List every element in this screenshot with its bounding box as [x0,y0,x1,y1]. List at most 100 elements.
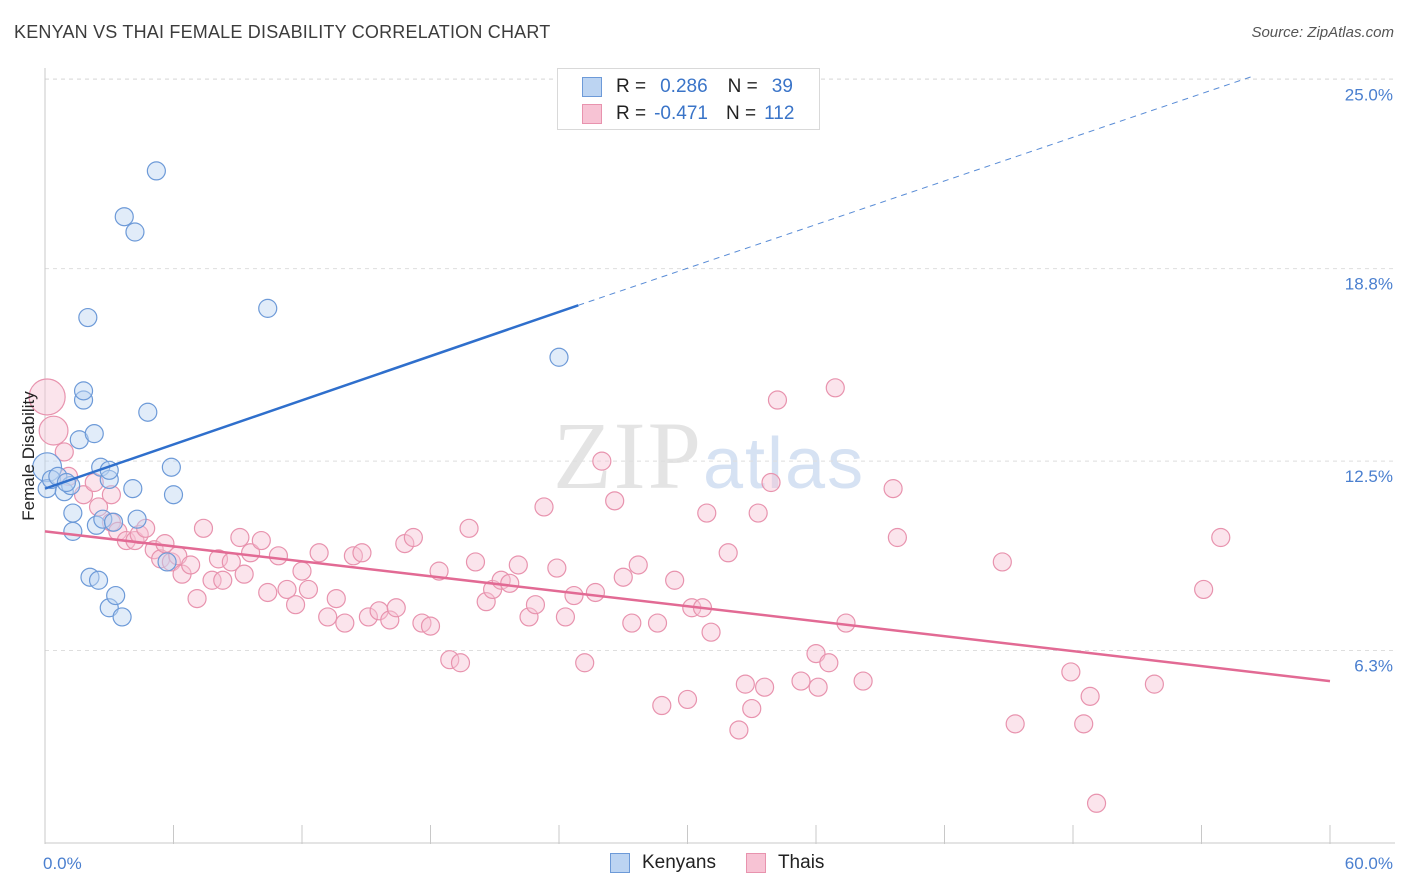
thai-point [652,695,672,716]
n-value: 112 [764,103,795,124]
thai-swatch [582,104,602,124]
thai-point [277,579,297,600]
axes [44,68,1395,844]
thai-point [665,570,685,590]
thai-point [791,671,811,691]
thai-point [887,527,907,548]
kenyan-legend-swatch [610,853,630,873]
kenyan-point [112,607,132,627]
thai-point [613,567,633,587]
legend-item-kenyans: Kenyans [610,852,716,874]
kenyan-point [163,485,184,505]
thai-point [992,552,1012,572]
kenyan-point [258,298,278,318]
thai-point [268,546,289,566]
thai-point [1061,662,1081,682]
kenyan-point [88,570,109,590]
kenyan-points [32,161,569,627]
thai-point [883,479,903,499]
thai-point [318,607,338,627]
thai-point [181,555,201,575]
thai-point [500,573,520,593]
thai-point [1211,527,1231,548]
legend-row-kenyans: R = 0.286 N = 39 [582,75,793,99]
thai-point [187,588,207,609]
chart-title: KENYAN VS THAI FEMALE DISABILITY CORRELA… [14,22,551,42]
kenyan-point [106,585,126,606]
thai-point [459,518,479,538]
n-label: N = [725,103,757,124]
legend-row-thais: R = -0.471 N = 112 [582,102,794,126]
kenyan-trend-line [44,304,579,490]
kenyan-point [73,381,94,401]
thai-point [358,607,378,627]
thai-point [555,607,576,627]
y-tick-label: 25.0% [1345,85,1393,104]
thai-point [534,497,554,517]
thai-point [1074,714,1094,734]
thai-point [575,653,595,673]
thai-point [701,622,721,642]
kenyan-point [161,457,181,477]
thai-point [258,582,278,603]
n-value: 39 [771,76,793,97]
thai-point [853,671,873,691]
thai-point [508,555,528,575]
thai-point [592,451,612,471]
thai-trend-line [44,530,1331,683]
kenyan-point [146,161,166,181]
thai-point [476,592,496,612]
thai-point [525,595,546,615]
thai-point [547,558,567,578]
r-label: R = [616,103,647,124]
thai-point [230,527,250,548]
kenyan-point [157,552,177,572]
thai-point [585,582,606,603]
thai-point [386,598,406,618]
thai-point [677,689,698,710]
thai-point [622,613,642,633]
grid-lines [45,78,1395,652]
thai-point [647,613,668,633]
thai-point [761,472,781,493]
y-axis-title: Female Disability [19,391,38,521]
y-tick-label: 18.8% [1345,275,1393,294]
kenyan-point [549,347,569,367]
thai-point [403,527,423,548]
thai-legend-label: Thais [777,852,825,873]
kenyan-point [84,424,104,444]
thai-point [241,543,261,563]
y-tick-label: 12.5% [1345,467,1393,486]
kenyan-point [103,512,124,532]
r-value: -0.471 [654,103,708,124]
kenyan-point [114,207,134,227]
thai-point [465,552,486,572]
thai-point [285,595,306,615]
thai-point [1080,686,1100,706]
thai-point [819,653,839,673]
thai-point [234,564,254,584]
thai-point [729,720,749,740]
thai-point [420,616,441,636]
kenyan-point [63,521,83,541]
thai-point [754,677,775,697]
r-label: R = [616,76,647,97]
kenyan-swatch [582,77,602,97]
thai-point [1144,674,1164,694]
kenyan-point [125,222,145,242]
kenyan-point [127,509,147,529]
thai-point [38,415,69,446]
thai-point [54,442,74,462]
thai-point [564,585,584,606]
thai-point [292,561,312,581]
watermark: ZIPatlas [553,400,865,511]
n-label: N = [727,76,758,97]
tick-labels: 6.3% 12.5% 18.8% 25.0% 0.0% 60.0% [43,85,1393,873]
watermark-main: ZIP [553,402,703,509]
kenyan-point [32,452,63,483]
thai-point [718,543,738,563]
x-tick-label-min: 0.0% [43,854,82,873]
thai-point [101,485,121,505]
thai-point [309,543,329,563]
